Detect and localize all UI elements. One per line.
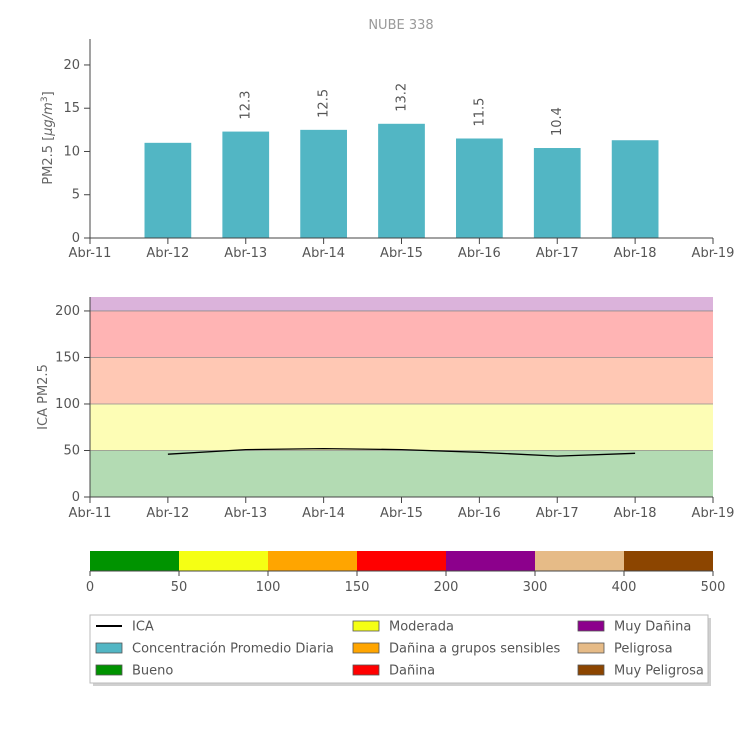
color-scale-tick-label: 100: [256, 580, 281, 595]
ica-y-tick-label: 100: [55, 397, 80, 412]
pm25-y-tick-label: 10: [63, 144, 80, 159]
pm25-y-ticks: 0 5 10 15 20: [63, 58, 90, 246]
pm25-data-label: 11.5: [472, 98, 487, 127]
pm25-bar: [144, 142, 192, 238]
pm25-data-label: 12.5: [317, 89, 332, 118]
color-scale-tick-label: 300: [523, 580, 548, 595]
pm25-bar: [300, 129, 347, 238]
pm25-x-tick-label: Abr-14: [302, 246, 345, 261]
pm25-axis-label: PM2.5 [µg/m3]: [40, 91, 56, 184]
legend-label: Concentración Promedio Diaria: [132, 642, 334, 657]
pm25-bar: [611, 140, 659, 238]
legend-color-swatch: [95, 642, 123, 654]
color-scale-segment: [624, 551, 713, 571]
ica-y-tick-label: 50: [63, 443, 80, 458]
legend: ICA Concentración Promedio Diaria Bueno Mod…: [89, 614, 711, 686]
ica-y-tick-label: 0: [72, 490, 80, 505]
pm25-x-tick-label: Abr-12: [146, 246, 189, 261]
color-scale-tick-label: 400: [612, 580, 637, 595]
legend-color-swatch: [352, 620, 380, 632]
legend-items: ICA Concentración Promedio Diaria Bueno Mod…: [95, 620, 704, 679]
legend-label: Moderada: [389, 620, 454, 635]
pm25-bar-chart: NUBE 338 PM2.5 [µg/m3] 0 5 10 15 20 12.3 12.5…: [40, 18, 734, 261]
pm25-x-tick-label: Abr-17: [536, 246, 579, 261]
pm25-bars: [144, 123, 659, 238]
ica-series-line: [167, 447, 636, 457]
ica-gridlines: [90, 310, 713, 451]
pm25-data-label: 13.2: [395, 83, 410, 112]
ica-band: [90, 403, 713, 451]
color-scale-tick-label: 150: [345, 580, 370, 595]
ica-x-tick-label: Abr-15: [380, 506, 423, 521]
ica-category-bands: [90, 297, 713, 497]
pm25-bar: [222, 131, 270, 238]
ica-x-tick-label: Abr-19: [692, 506, 735, 521]
color-scale-segments: [90, 551, 713, 572]
color-scale-segment: [268, 551, 357, 571]
legend-label: Bueno: [132, 664, 173, 679]
legend-label: Muy Peligrosa: [614, 664, 704, 679]
ica-x-tick-label: Abr-13: [224, 506, 267, 521]
legend-color-swatch: [577, 620, 605, 632]
legend-label: ICA: [132, 620, 154, 635]
ica-axis-label: ICA PM2.5: [36, 364, 51, 430]
pm25-data-label: 10.4: [550, 107, 565, 136]
legend-label: Muy Dañina: [614, 620, 691, 635]
color-scale-ticks: 0 50 100 150 200 300 400 500: [86, 571, 726, 595]
ica-band: [90, 310, 713, 358]
color-scale-tick-label: 200: [434, 580, 459, 595]
pm25-x-tick-label: Abr-15: [380, 246, 423, 261]
color-scale-segment: [446, 551, 535, 571]
pm25-data-label: 12.3: [239, 91, 254, 120]
ica-x-tick-label: Abr-14: [302, 506, 345, 521]
ica-y-tick-label: 200: [55, 304, 80, 319]
ica-x-tick-label: Abr-17: [536, 506, 579, 521]
color-scale-tick-label: 500: [701, 580, 726, 595]
color-scale-segment: [179, 551, 268, 571]
ica-x-ticks: Abr-11 Abr-12 Abr-13 Abr-14 Abr-15 Abr-16 Abr-…: [69, 497, 735, 521]
color-scale-segment: [357, 551, 446, 571]
color-scale-tick-label: 0: [86, 580, 94, 595]
ica-x-tick-label: Abr-12: [146, 506, 189, 521]
pm25-y-tick-label: 0: [72, 231, 80, 246]
legend-color-swatch: [352, 642, 380, 654]
pm25-x-tick-label: Abr-13: [224, 246, 267, 261]
legend-color-swatch: [352, 664, 380, 676]
ica-band: [90, 450, 713, 497]
legend-color-swatch: [95, 664, 123, 676]
pm25-y-tick-label: 5: [72, 188, 80, 203]
pm25-x-tick-label: Abr-19: [692, 246, 735, 261]
pm25-x-tick-label: Abr-16: [458, 246, 501, 261]
chart-title: NUBE 338: [368, 18, 433, 33]
pm25-bar: [378, 123, 425, 238]
ica-x-tick-label: Abr-18: [614, 506, 657, 521]
color-scale-segment: [535, 551, 624, 571]
pm25-bar: [533, 148, 581, 238]
color-scale-tick-label: 50: [171, 580, 188, 595]
ica-y-ticks: 0 50 100 150 200: [55, 304, 90, 505]
pm25-x-tick-label: Abr-18: [614, 246, 657, 261]
pm25-x-ticks: Abr-11 Abr-12 Abr-13 Abr-14 Abr-15 Abr-16 Abr-…: [69, 238, 735, 261]
ica-x-tick-label: Abr-16: [458, 506, 501, 521]
legend-label: Dañina: [389, 664, 435, 679]
legend-color-swatch: [577, 642, 605, 654]
legend-box: [89, 614, 709, 684]
pm25-bar: [456, 138, 503, 238]
pm25-y-tick-label: 15: [63, 101, 80, 116]
legend-label: Dañina a grupos sensibles: [389, 642, 560, 657]
ica-band: [90, 297, 713, 311]
pm25-y-tick-label: 20: [63, 58, 80, 73]
ica-y-tick-label: 150: [55, 350, 80, 365]
color-scale-segment: [90, 551, 179, 571]
legend-label: Peligrosa: [614, 642, 673, 657]
ica-color-scale: 0 50 100 150 200 300 400 500: [86, 551, 726, 595]
ica-x-tick-label: Abr-11: [69, 506, 112, 521]
ica-band: [90, 357, 713, 404]
pm25-x-tick-label: Abr-11: [69, 246, 112, 261]
pm25-data-labels: 12.3 12.5 13.2 11.5 10.4: [239, 83, 566, 136]
legend-color-swatch: [577, 664, 605, 676]
